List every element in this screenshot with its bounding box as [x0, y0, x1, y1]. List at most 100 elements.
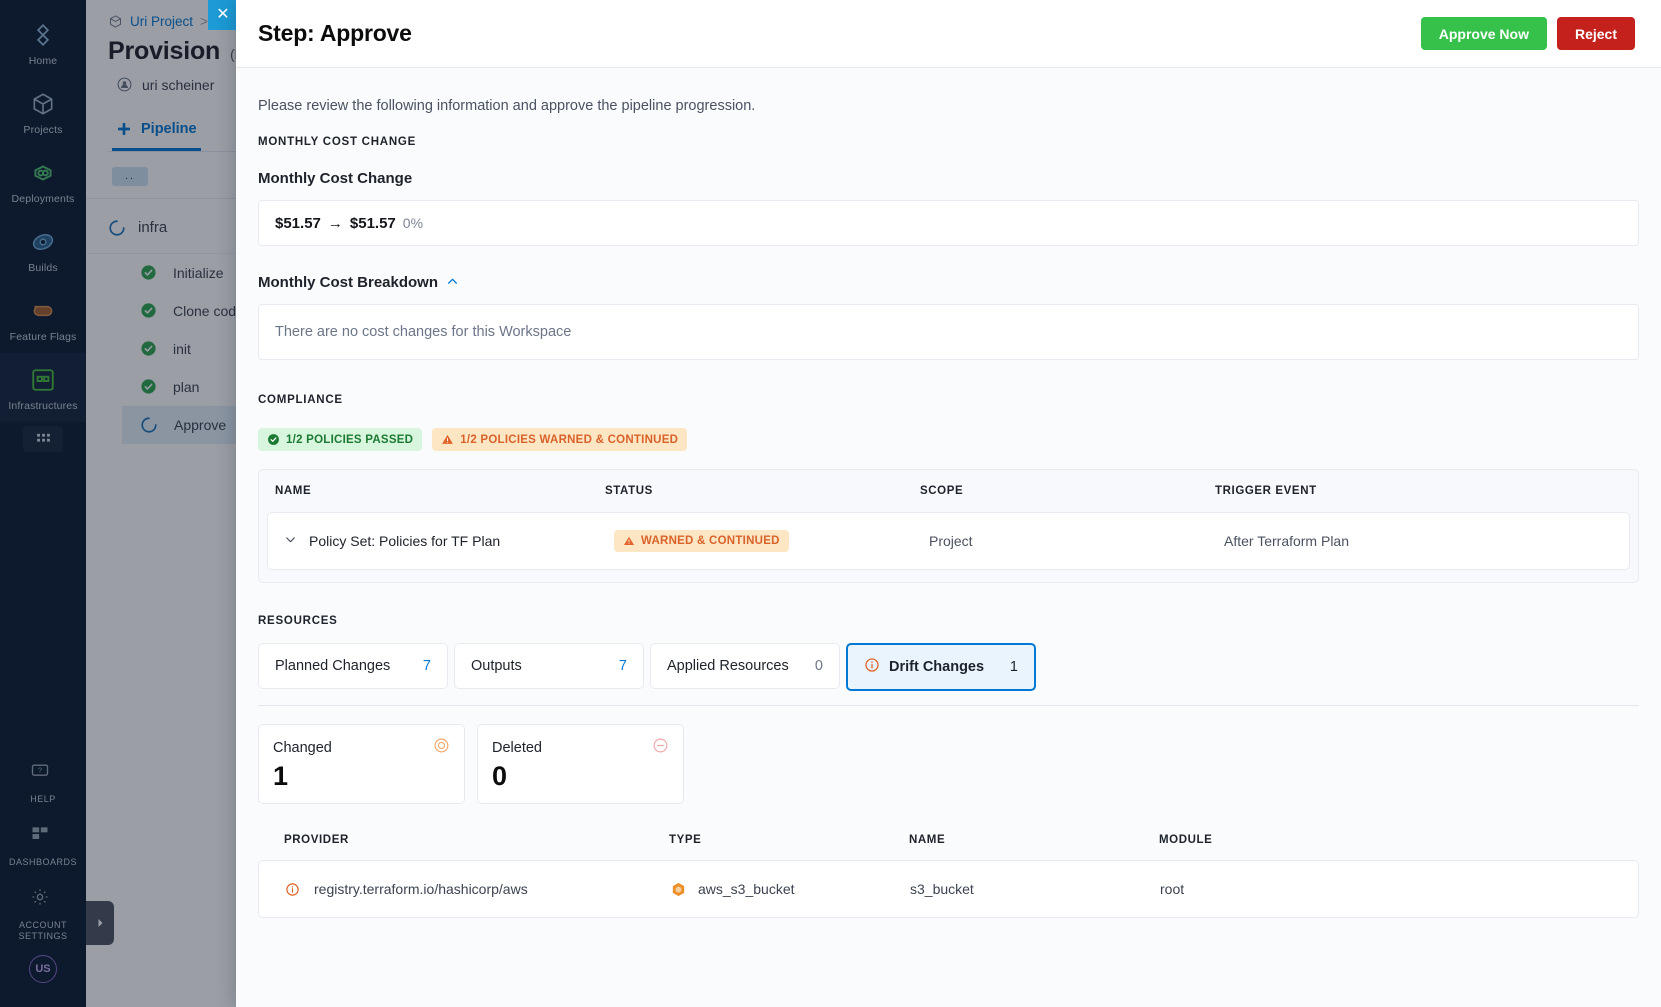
info-circle-icon: [864, 657, 880, 677]
status-badge-label: WARNED & CONTINUED: [641, 535, 780, 547]
sidebar-item-builds[interactable]: Builds: [0, 215, 86, 284]
spinner-icon: [141, 416, 157, 433]
sidebar-item-label: Home: [28, 55, 58, 67]
monthly-cost-breakdown-heading: Monthly Cost Breakdown: [258, 274, 439, 291]
check-circle-icon: [141, 341, 156, 356]
stat-value: 1: [273, 761, 289, 791]
cost-arrow-icon: →: [327, 214, 343, 232]
sidebar-item-label: Deployments: [11, 193, 75, 206]
tab-drift-changes[interactable]: Drift Changes 1: [846, 643, 1036, 691]
cost-breakdown-empty-text: There are no cost changes for this Works…: [275, 324, 572, 340]
infrastructure-icon: [30, 367, 56, 393]
tab-label-wrap: Drift Changes: [864, 657, 984, 677]
collapse-toggle[interactable]: ..: [112, 166, 148, 186]
drawer-collapse-handle[interactable]: [86, 901, 114, 945]
column-header-module: MODULE: [1159, 834, 1213, 846]
step-row[interactable]: plan: [122, 368, 1661, 406]
reject-button[interactable]: Reject: [1556, 17, 1635, 50]
sidebar-item-feature-flags[interactable]: Feature Flags: [0, 284, 86, 353]
sidebar-item-deployments[interactable]: Deployments: [0, 146, 86, 215]
builds-icon: [30, 229, 56, 255]
infinity-icon: [30, 160, 56, 186]
stat-label: Changed: [273, 740, 332, 756]
breadcrumb-project[interactable]: Uri Project: [130, 14, 194, 29]
aws-icon: [670, 881, 687, 898]
sidebar-item-projects[interactable]: Projects: [0, 77, 86, 146]
user-icon: [117, 77, 132, 92]
step-row[interactable]: init: [122, 330, 1661, 368]
breadcrumb-separator: >: [200, 14, 208, 29]
tab-applied-resources[interactable]: Applied Resources 0: [650, 643, 840, 689]
status-badge-policies-passed: 1/2 POLICIES PASSED: [258, 428, 423, 451]
tab-outputs[interactable]: Outputs 7: [454, 643, 644, 689]
deleted-circle-icon: [652, 737, 669, 759]
policy-name-cell: Policy Set: Policies for TF Plan: [284, 533, 614, 549]
close-icon[interactable]: ✕: [208, 0, 238, 30]
flag-icon: [30, 298, 56, 324]
policy-name: Policy Set: Policies for TF Plan: [309, 533, 501, 549]
changed-circle-icon: [433, 737, 450, 759]
tab-label: Planned Changes: [275, 658, 391, 674]
resources-table-header: PROVIDER TYPE NAME MODULE: [258, 820, 1639, 860]
stage-header: infra: [86, 199, 1661, 253]
badge-label: 1/2 POLICIES WARNED & CONTINUED: [460, 433, 679, 446]
monthly-cost-breakdown-card: There are no cost changes for this Works…: [258, 304, 1639, 360]
modal-body: Please review the following information …: [236, 68, 1661, 1007]
page-title: Provision: [108, 37, 221, 65]
tab-label-wrap: Planned Changes: [275, 658, 390, 674]
compliance-table: NAME STATUS SCOPE TRIGGER EVENT Policy S…: [258, 469, 1639, 583]
policy-scope-cell: Project: [929, 533, 973, 549]
sidebar-item-dashboards[interactable]: DASHBOARDS: [0, 812, 86, 875]
policy-status-cell: WARNED & CONTINUED: [614, 530, 929, 552]
step-label: Initialize: [173, 264, 224, 281]
tab-label: Pipeline: [141, 121, 197, 137]
sidebar-item-label: HELP: [30, 793, 56, 804]
column-header-trigger-event: TRIGGER EVENT: [1215, 485, 1317, 497]
compliance-badges: 1/2 POLICIES PASSED 1/2 POLICIES WARNED …: [258, 428, 1639, 451]
monthly-cost-breakdown-toggle[interactable]: Monthly Cost Breakdown: [258, 274, 1639, 291]
check-circle-icon: [141, 265, 156, 280]
cost-to: $51.57: [349, 214, 396, 232]
step-label: Approve: [174, 416, 227, 433]
tab-count: 7: [422, 658, 431, 674]
table-row[interactable]: registry.terraform.io/hashicorp/aws aws_…: [258, 860, 1639, 918]
modal-header: Step: Approve Approve Now Reject: [236, 0, 1661, 68]
stat-value: 0: [492, 761, 508, 791]
sidebar-item-infrastructures[interactable]: Infrastructures: [0, 353, 86, 423]
column-header-status: STATUS: [605, 485, 653, 497]
sidebar-item-label: Projects: [23, 124, 63, 137]
badge-label: 1/2 POLICIES PASSED: [286, 433, 414, 446]
chevron-right-icon: [98, 919, 103, 927]
tab-pipeline[interactable]: Pipeline: [112, 109, 201, 151]
sidebar-item-label: Builds: [28, 262, 58, 275]
approve-now-button[interactable]: Approve Now: [1420, 17, 1547, 50]
grid-icon: [36, 433, 50, 442]
pipeline-owner: uri scheiner: [86, 66, 1661, 93]
cube-icon: [30, 91, 56, 117]
step-label: init: [173, 340, 191, 357]
monthly-cost-change-card: $51.57 → $51.57 0%: [258, 200, 1639, 246]
column-header-type: TYPE: [669, 834, 702, 846]
avatar[interactable]: US: [29, 955, 57, 983]
policy-trigger-event-cell: After Terraform Plan: [1224, 533, 1350, 549]
sidebar-item-account-settings[interactable]: ACCOUNT SETTINGS: [0, 875, 86, 949]
sidebar-item-home[interactable]: Home: [0, 8, 86, 77]
chevron-down-icon[interactable]: [284, 533, 297, 549]
apps-grid-button[interactable]: [23, 426, 63, 453]
status-badge-policies-warned: 1/2 POLICIES WARNED & CONTINUED: [432, 428, 688, 451]
sidebar-item-label: Feature Flags: [9, 331, 77, 344]
monthly-cost-change-heading: Monthly Cost Change: [258, 170, 413, 187]
info-circle-icon: [285, 882, 300, 897]
tab-count: 1: [1009, 659, 1018, 675]
primary-sidebar: Home Projects Deployments: [0, 0, 86, 1007]
sidebar-item-help[interactable]: ? HELP: [0, 749, 86, 812]
owner-name: uri scheiner: [142, 76, 215, 93]
tab-planned-changes[interactable]: Planned Changes 7: [258, 643, 448, 689]
section-label-resources: RESOURCES: [258, 615, 338, 627]
check-circle-icon: [141, 379, 156, 394]
step-row[interactable]: Initialize: [122, 254, 1661, 292]
warning-triangle-icon: [442, 434, 454, 444]
table-row[interactable]: Policy Set: Policies for TF Plan WARNED …: [267, 512, 1630, 570]
tab-label: Applied Resources: [667, 658, 789, 674]
